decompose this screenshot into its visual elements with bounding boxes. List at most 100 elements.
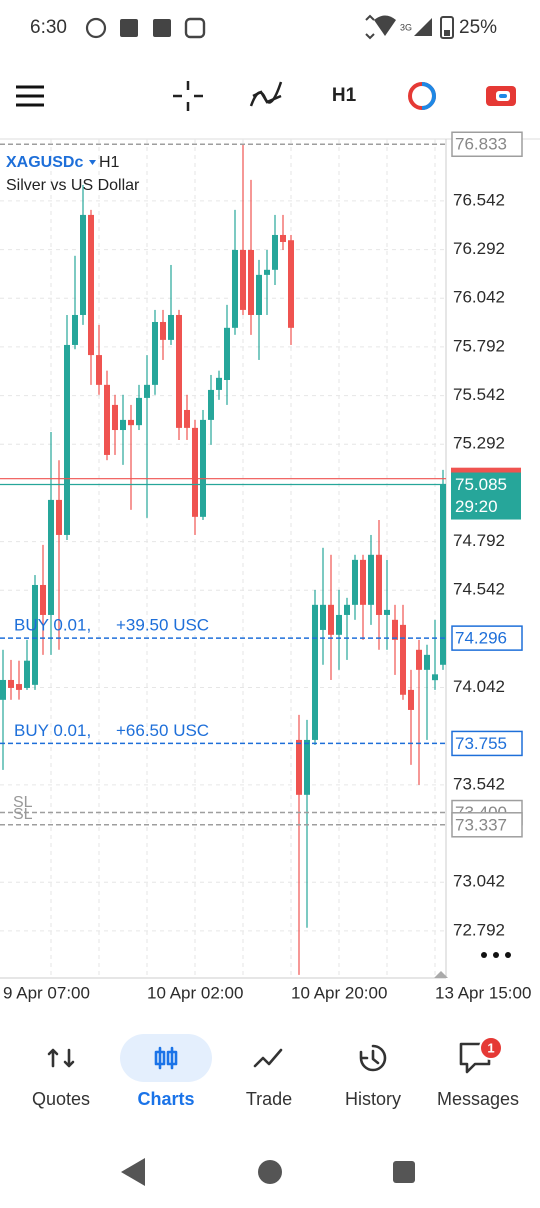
x-tick-label: 10 Apr 02:00 xyxy=(147,983,243,1002)
y-tick-label: 72.792 xyxy=(453,920,505,939)
candle-body xyxy=(80,214,86,315)
candle-body xyxy=(208,389,214,420)
candle-body xyxy=(288,240,294,328)
price-level-box xyxy=(451,812,523,838)
candle-body xyxy=(224,327,230,380)
x-tick-label: 9 Apr 07:00 xyxy=(3,983,90,1002)
y-tick-label: 76.542 xyxy=(453,190,505,209)
candle-body xyxy=(72,314,78,345)
candle-body xyxy=(152,321,158,385)
candle-body xyxy=(88,214,94,356)
tab-label: Messages xyxy=(437,1089,519,1109)
tab-icon xyxy=(47,1048,75,1068)
y-tick-label: 75.292 xyxy=(453,434,505,453)
symbol-dropdown[interactable] xyxy=(89,160,96,165)
nav-home[interactable] xyxy=(258,1160,282,1184)
y-tick-label: 75.792 xyxy=(453,336,505,355)
candle-body xyxy=(432,674,438,681)
candle-body xyxy=(352,559,358,605)
y-tick-label: 74.542 xyxy=(453,580,505,599)
position-order: BUY 0.01, xyxy=(14,616,91,635)
tab[interactable]: Charts xyxy=(120,1034,212,1109)
price-level-label: 73.755 xyxy=(455,734,507,753)
y-tick-label: 73.042 xyxy=(453,872,505,891)
candle-body xyxy=(272,234,278,270)
candle-body xyxy=(312,604,318,740)
more-button[interactable] xyxy=(481,952,511,958)
price-level-box xyxy=(451,131,523,158)
candle-body xyxy=(136,397,142,426)
position-order: BUY 0.01, xyxy=(14,721,91,740)
candle-body xyxy=(120,419,126,431)
candle-body xyxy=(144,384,150,398)
tab[interactable]: Trade xyxy=(246,1048,292,1109)
candle-body xyxy=(320,604,326,630)
nav-back[interactable] xyxy=(121,1158,145,1186)
crosshair-button[interactable] xyxy=(173,81,203,111)
candle-body xyxy=(232,249,238,328)
position-profit: +39.50 USC xyxy=(116,616,209,635)
candle-body xyxy=(264,269,270,275)
bid-price-label: 75.085 xyxy=(455,475,507,494)
price-level-label: 76.833 xyxy=(455,135,507,154)
status-time: 6:30 xyxy=(30,17,67,38)
price-level-box xyxy=(451,730,523,757)
candle-body xyxy=(240,249,246,310)
candle-body xyxy=(384,609,390,615)
price-level-box xyxy=(451,625,523,651)
price-level-label: 74.296 xyxy=(455,629,507,648)
candle-body xyxy=(440,484,446,665)
tab[interactable]: Messages 1 xyxy=(437,1036,519,1109)
candle-body xyxy=(112,404,118,431)
tab-badge-count: 1 xyxy=(487,1040,494,1055)
tab[interactable]: Quotes xyxy=(32,1048,90,1109)
candle-body xyxy=(16,684,22,690)
x-tick-label: 13 Apr 15:00 xyxy=(435,983,531,1002)
y-tick-label: 76.042 xyxy=(453,288,505,307)
account-button[interactable] xyxy=(486,86,516,106)
candle-body xyxy=(32,584,38,685)
candle-body xyxy=(400,624,406,695)
candle-body xyxy=(216,377,222,390)
candle-body xyxy=(416,649,422,670)
y-tick-label: 73.542 xyxy=(453,774,505,793)
level-tag: SL xyxy=(13,806,33,823)
tab-bar: Quotes Charts Trade History Messages 1 xyxy=(32,1034,519,1109)
candle-body xyxy=(296,739,302,795)
candle-body xyxy=(408,689,414,710)
candle-body xyxy=(328,604,334,635)
candle-body xyxy=(24,660,30,688)
candle-body xyxy=(176,314,182,428)
tab-icon xyxy=(359,1044,387,1072)
candle-body xyxy=(192,427,198,517)
candle-body xyxy=(360,559,366,605)
candle-body xyxy=(168,314,174,340)
level-tag: SL xyxy=(13,794,33,811)
indicators-button[interactable] xyxy=(249,81,283,107)
scroll-marker xyxy=(434,971,448,978)
candle-body xyxy=(56,499,62,535)
menu-button[interactable] xyxy=(16,85,44,107)
tab-label: Charts xyxy=(137,1089,194,1109)
candle-body xyxy=(280,234,286,242)
tab[interactable]: History xyxy=(345,1044,401,1109)
trade-button[interactable] xyxy=(408,82,436,110)
candle-body xyxy=(368,554,374,605)
candle-body xyxy=(8,679,14,688)
status-battery: 25% xyxy=(459,17,497,38)
tab-icon xyxy=(253,1048,283,1068)
candle-body xyxy=(200,419,206,517)
candle-body xyxy=(128,419,134,426)
nav-recents[interactable] xyxy=(393,1161,415,1183)
x-tick-label: 10 Apr 20:00 xyxy=(291,983,387,1002)
bid-box xyxy=(451,472,521,520)
timeframe-button[interactable]: H1 xyxy=(332,85,357,106)
y-tick-label: 76.292 xyxy=(453,239,505,258)
candle-body xyxy=(40,584,46,615)
candle-body xyxy=(376,554,382,615)
candle-body xyxy=(184,409,190,428)
symbol[interactable]: XAGUSDc xyxy=(6,154,83,171)
candle-body xyxy=(48,499,54,615)
